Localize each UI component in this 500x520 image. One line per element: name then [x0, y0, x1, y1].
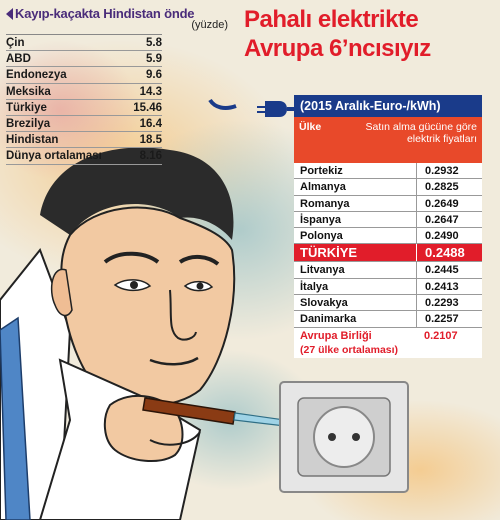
plug-icon: [257, 101, 297, 117]
prices-value: 0.2647: [416, 211, 476, 228]
prices-row: İspanya 0.2647: [294, 211, 482, 229]
prices-value: 0.2413: [416, 278, 476, 295]
losses-value: 14.3: [139, 85, 162, 98]
prices-country: Polonya: [300, 230, 343, 243]
prices-row: Almanya 0.2825: [294, 179, 482, 196]
losses-row: Hindistan 18.5: [6, 132, 162, 149]
losses-value: 9.6: [146, 69, 162, 82]
prices-row: Litvanya 0.2445: [294, 262, 482, 279]
prices-value: 0.2490: [416, 228, 476, 244]
prices-value: 0.2488: [416, 244, 476, 262]
prices-country: İspanya: [300, 213, 341, 226]
headline-line1: Pahalı elektrikte: [244, 6, 419, 33]
losses-value: 8.16: [139, 150, 162, 163]
prices-value: 0.2649: [416, 195, 476, 211]
losses-country: Hindistan: [6, 134, 59, 147]
losses-row: Çin 5.8: [6, 35, 162, 52]
losses-unit: (yüzde): [191, 19, 228, 31]
losses-table: Çin 5.8 ABD 5.9 Endonezya 9.6 Meksika 14.3 Türki…: [6, 34, 162, 165]
prices-value: 0.2825: [416, 179, 476, 195]
prices-row: Slovakya 0.2293: [294, 295, 482, 312]
prices-country: Romanya: [300, 197, 350, 210]
losses-country: Endonezya: [6, 69, 67, 82]
prices-row: Romanya 0.2649: [294, 195, 482, 212]
losses-country: Brezilya: [6, 117, 51, 130]
prices-country: İtalya: [300, 280, 329, 293]
losses-row: Endonezya 9.6: [6, 67, 162, 84]
prices-header: (2015 Aralık-Euro-/kWh): [294, 95, 482, 117]
losses-country: Meksika: [6, 85, 51, 98]
pointer-triangle-icon: [6, 7, 13, 20]
headline: Pahalı elektrikte Avrupa 6’ncısıyız: [244, 5, 498, 63]
losses-row: Meksika 14.3: [6, 84, 162, 100]
prices-row-highlight: TÜRKİYE 0.2488: [294, 244, 482, 263]
eu-row: Avrupa Birliği 0.2107: [294, 327, 482, 344]
prices-rows: Portekiz 0.2932 Almanya 0.2825 Romanya 0.2649…: [294, 163, 482, 328]
prices-value: 0.2293: [416, 295, 476, 311]
losses-value: 18.5: [139, 134, 162, 147]
prices-country: Slovakya: [300, 297, 348, 310]
prices-country: Almanya: [300, 181, 346, 194]
col-country-label: Ülke: [299, 121, 322, 133]
prices-row: İtalya 0.2413: [294, 278, 482, 296]
prices-value: 0.2445: [416, 262, 476, 278]
losses-row: Brezilya 16.4: [6, 116, 162, 133]
losses-title: Kayıp-kaçakta Hindistan önde: [6, 6, 195, 21]
prices-country: TÜRKİYE: [300, 245, 358, 261]
losses-country: Türkiye: [6, 101, 47, 114]
col-value-label: Satın alma gücüne göre elektrik fiyatlar…: [365, 121, 478, 145]
losses-title-text: Kayıp-kaçakta Hindistan önde: [15, 6, 195, 21]
losses-value: 5.8: [146, 37, 162, 49]
prices-row: Polonya 0.2490: [294, 228, 482, 245]
prices-row: Portekiz 0.2932: [294, 163, 482, 180]
headline-line2: Avrupa 6’ncısıyız: [244, 35, 431, 62]
losses-row: ABD 5.9: [6, 51, 162, 68]
losses-country: Çin: [6, 37, 25, 49]
losses-value: 5.9: [146, 53, 162, 66]
losses-row: Dünya ortalaması 8.16: [6, 148, 162, 165]
prices-value: 0.2932: [416, 163, 476, 179]
eu-label: Avrupa Birliği: [300, 329, 372, 342]
losses-country: Dünya ortalaması: [6, 150, 102, 163]
prices-value: 0.2257: [416, 311, 476, 327]
prices-country: Litvanya: [300, 264, 345, 277]
prices-country: Portekiz: [300, 165, 343, 177]
losses-value: 15.46: [133, 101, 162, 114]
prices-table: (2015 Aralık-Euro-/kWh) Ülke Satın alma …: [294, 95, 482, 358]
prices-subheader: Ülke Satın alma gücüne göre elektrik fiy…: [294, 117, 482, 163]
losses-row: Türkiye 15.46: [6, 100, 162, 116]
losses-panel: Kayıp-kaçakta Hindistan önde (yüzde) Çin…: [6, 6, 228, 165]
prices-country: Danimarka: [300, 313, 357, 326]
losses-country: ABD: [6, 53, 31, 66]
prices-row: Danimarka 0.2257: [294, 311, 482, 328]
eu-value: 0.2107: [424, 329, 458, 342]
eu-note: (27 ülke ortalaması): [294, 343, 482, 358]
losses-value: 16.4: [139, 117, 162, 130]
